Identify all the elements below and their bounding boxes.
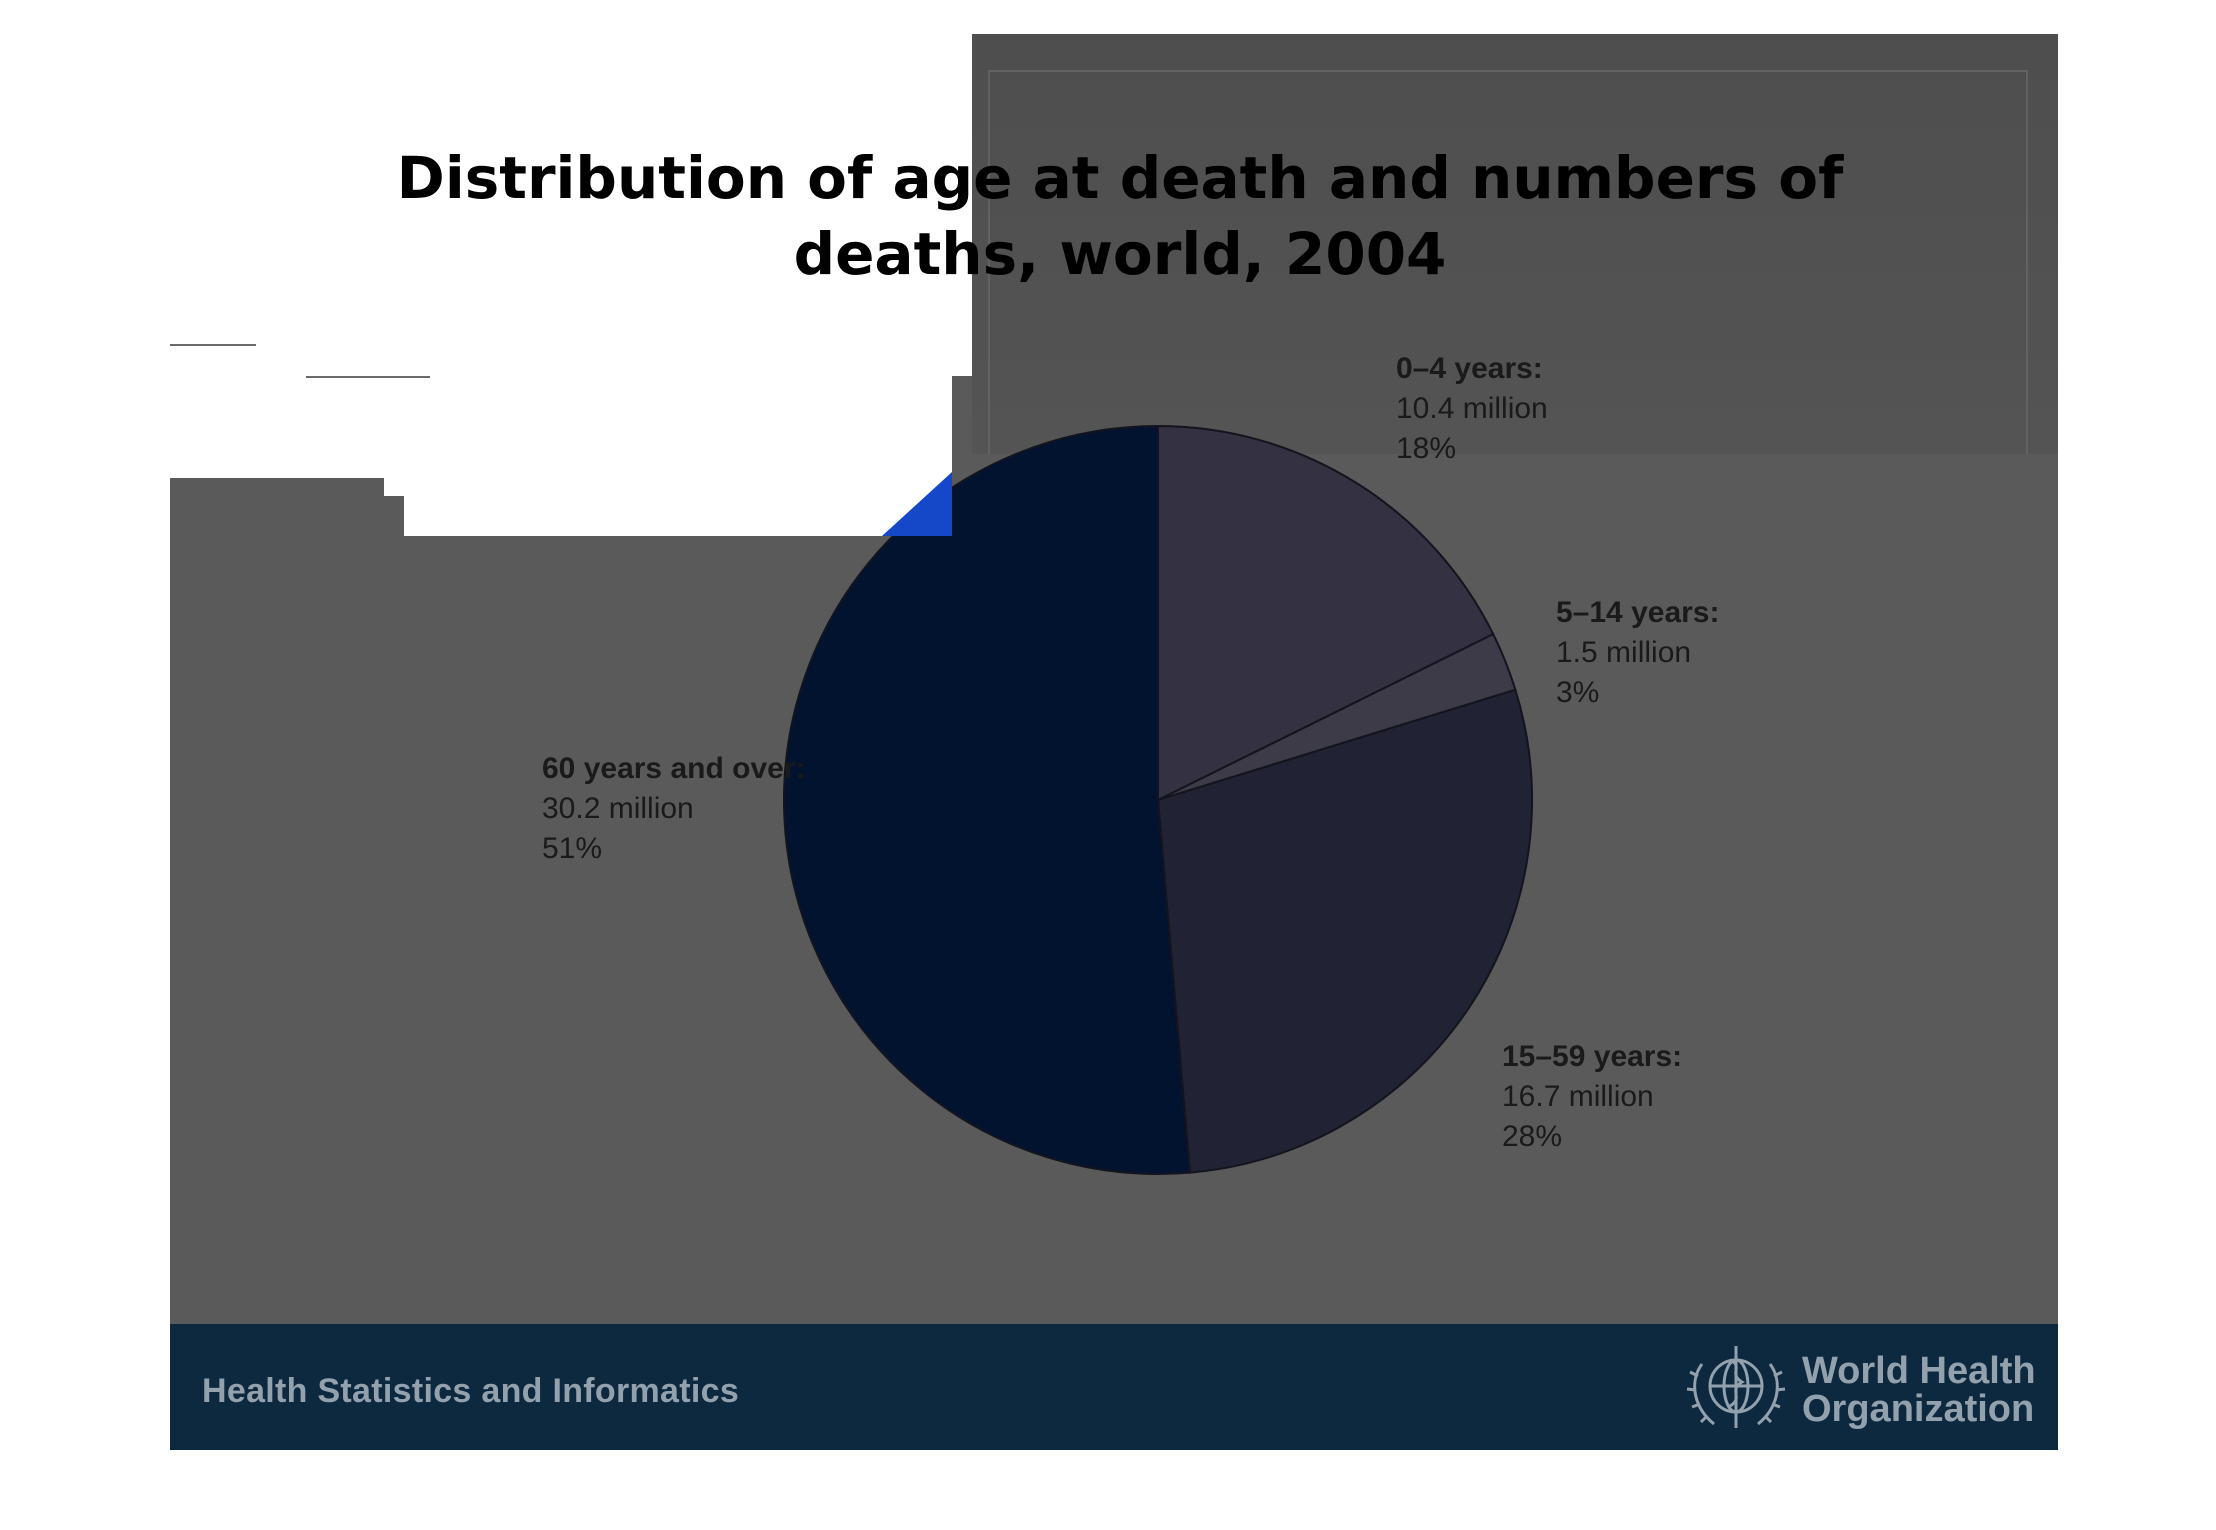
white-region bbox=[372, 388, 412, 448]
slice-label-name: 5–14 years: bbox=[1556, 596, 1719, 629]
pie-slice bbox=[783, 424, 1192, 1175]
slice-label-value: 30.2 million bbox=[542, 792, 694, 825]
who-emblem-icon bbox=[1686, 1346, 1786, 1428]
slice-label-name: 60 years and over: bbox=[542, 752, 805, 785]
who-name-line1: World Health bbox=[1802, 1350, 2036, 1392]
divider-line bbox=[170, 344, 256, 346]
who-name-line2: Organization bbox=[1802, 1388, 2035, 1430]
white-region bbox=[952, 34, 972, 364]
slice-label-name: 15–59 years: bbox=[1502, 1040, 1682, 1073]
highlight-patch bbox=[882, 472, 952, 536]
slice-label-value: 10.4 million bbox=[1396, 392, 1548, 425]
divider-line bbox=[306, 376, 430, 378]
slice-label-percent: 3% bbox=[1556, 676, 1599, 709]
white-region bbox=[404, 496, 952, 536]
slice-label-percent: 28% bbox=[1502, 1120, 1562, 1153]
footer-department: Health Statistics and Informatics bbox=[202, 1372, 740, 1410]
pie-slice bbox=[1157, 424, 1495, 802]
white-region bbox=[412, 376, 952, 496]
pie-slice bbox=[1156, 688, 1533, 1174]
slice-label-value: 16.7 million bbox=[1502, 1080, 1654, 1113]
slide-header-panel bbox=[972, 34, 2058, 454]
slice-label-name: 0–4 years: bbox=[1396, 352, 1543, 385]
chart-title: Distribution of age at death and numbers… bbox=[396, 144, 1844, 288]
slice-label-percent: 18% bbox=[1396, 432, 1456, 465]
slice-label-percent: 51% bbox=[542, 832, 602, 865]
header-frame bbox=[988, 70, 2028, 454]
slice-label-value: 1.5 million bbox=[1556, 636, 1691, 669]
white-region bbox=[306, 376, 386, 390]
who-name: World Health Organization bbox=[1802, 1352, 2036, 1428]
